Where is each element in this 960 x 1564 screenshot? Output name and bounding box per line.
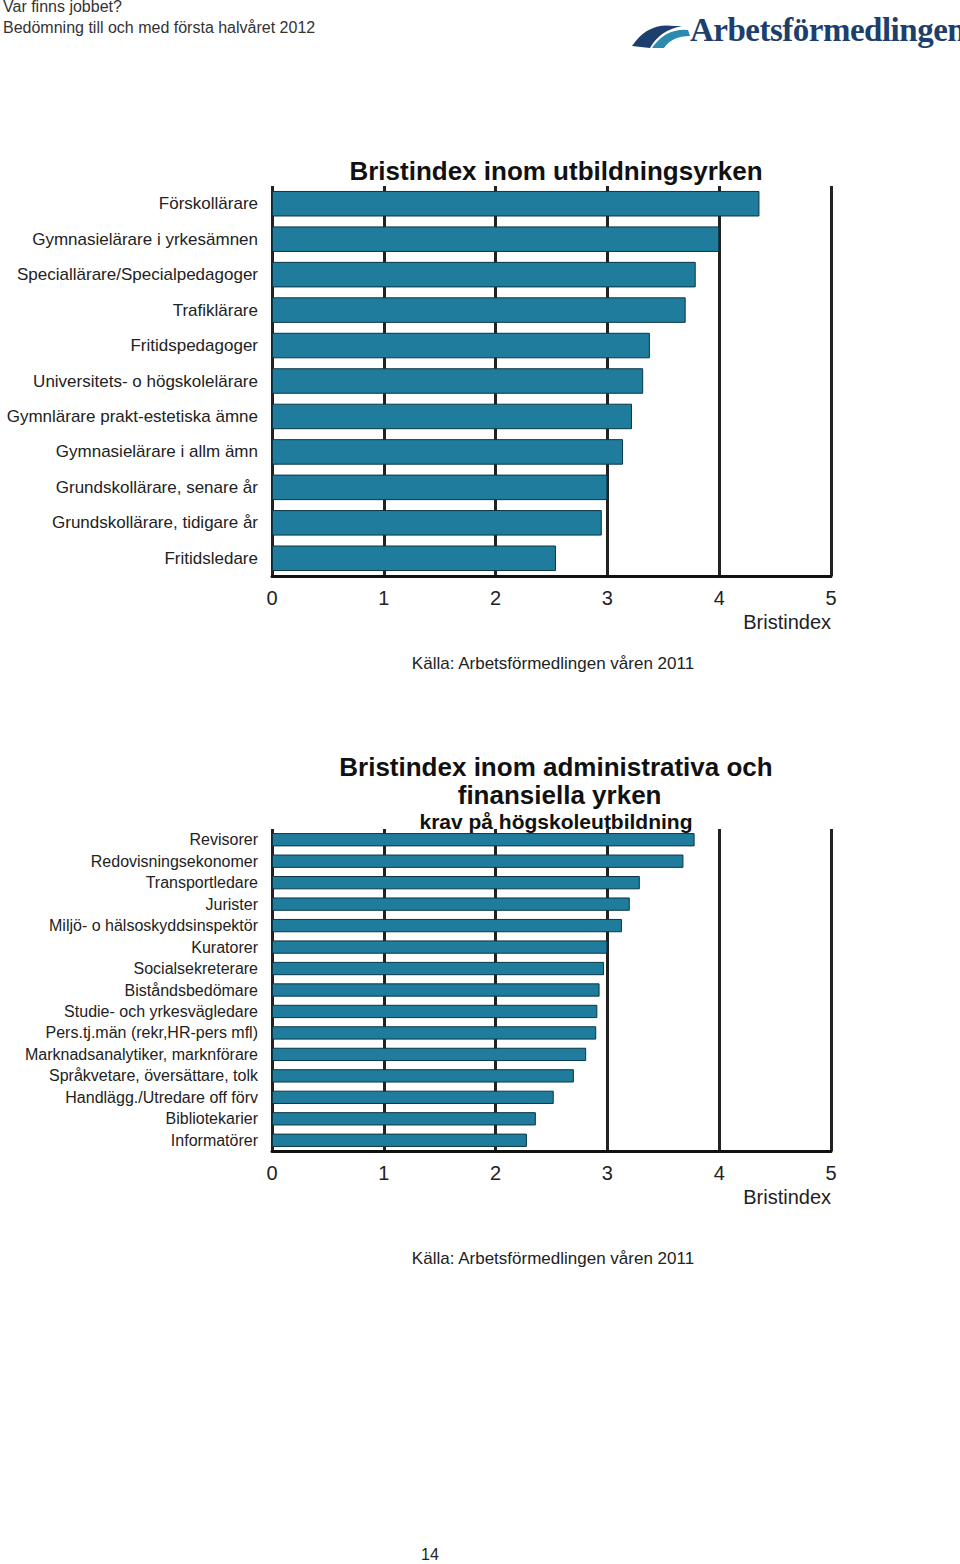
svg-text:Gymnasielärare i allm ämn: Gymnasielärare i allm ämn bbox=[56, 442, 258, 461]
svg-text:Bristindex: Bristindex bbox=[743, 1186, 831, 1208]
svg-text:Speciallärare/Specialpedagoger: Speciallärare/Specialpedagoger bbox=[17, 265, 258, 284]
svg-text:1: 1 bbox=[378, 587, 389, 609]
svg-text:5: 5 bbox=[825, 1162, 836, 1184]
svg-text:Gymnlärare prakt-estetiska ämn: Gymnlärare prakt-estetiska ämne bbox=[7, 407, 258, 426]
svg-text:Biståndsbedömare: Biståndsbedömare bbox=[125, 982, 259, 999]
svg-text:Bristindex: Bristindex bbox=[743, 611, 831, 633]
svg-text:0: 0 bbox=[266, 587, 277, 609]
svg-text:Gymnasielärare i yrkesämnen: Gymnasielärare i yrkesämnen bbox=[32, 230, 258, 249]
svg-text:Universitets- o högskolelärare: Universitets- o högskolelärare bbox=[33, 372, 258, 391]
svg-text:Pers.tj.män (rekr,HR-pers mfl): Pers.tj.män (rekr,HR-pers mfl) bbox=[46, 1024, 258, 1041]
svg-text:Bristindex inom administrativa: Bristindex inom administrativa och bbox=[339, 752, 772, 782]
svg-text:finansiella yrken: finansiella yrken bbox=[451, 780, 662, 810]
svg-text:3: 3 bbox=[602, 1162, 613, 1184]
svg-text:Bibliotekarier: Bibliotekarier bbox=[166, 1110, 259, 1127]
svg-text:Förskollärare: Förskollärare bbox=[159, 194, 258, 213]
svg-text:krav på högskoleutbildning: krav på högskoleutbildning bbox=[419, 810, 692, 833]
svg-text:Fritidspedagoger: Fritidspedagoger bbox=[130, 336, 258, 355]
svg-text:5: 5 bbox=[825, 587, 836, 609]
svg-text:Fritidsledare: Fritidsledare bbox=[164, 549, 258, 568]
html-text:14: 14 bbox=[421, 1546, 439, 1563]
html-text:Källa: Arbetsförmedlingen våre: Källa: Arbetsförmedlingen våren 2011 bbox=[411, 1249, 695, 1268]
svg-text:Handlägg./Utredare off förv: Handlägg./Utredare off förv bbox=[65, 1089, 258, 1106]
svg-text:Jurister: Jurister bbox=[206, 896, 259, 913]
svg-text:Bristindex inom utbildningsyrk: Bristindex inom utbildningsyrken bbox=[349, 156, 762, 186]
svg-text:2: 2 bbox=[490, 587, 501, 609]
svg-text:Marknadsanalytiker, marknförar: Marknadsanalytiker, marknförare bbox=[25, 1046, 258, 1063]
svg-text:0: 0 bbox=[266, 1162, 277, 1184]
svg-text:Miljö- o hälsoskyddsinspektör: Miljö- o hälsoskyddsinspektör bbox=[49, 917, 259, 934]
svg-text:Språkvetare, översättare, tolk: Språkvetare, översättare, tolk bbox=[49, 1067, 259, 1084]
svg-text:Kuratorer: Kuratorer bbox=[191, 939, 258, 956]
svg-text:Transportledare: Transportledare bbox=[146, 874, 258, 891]
svg-text:2: 2 bbox=[490, 1162, 501, 1184]
svg-text:Trafiklärare: Trafiklärare bbox=[173, 301, 258, 320]
svg-text:4: 4 bbox=[714, 587, 725, 609]
svg-text:Redovisningsekonomer: Redovisningsekonomer bbox=[91, 853, 259, 870]
svg-text:Grundskollärare, senare år: Grundskollärare, senare år bbox=[56, 478, 259, 497]
svg-text:Socialsekreterare: Socialsekreterare bbox=[134, 960, 259, 977]
svg-text:Grundskollärare, tidigare år: Grundskollärare, tidigare år bbox=[52, 513, 258, 532]
svg-text:Informatörer: Informatörer bbox=[171, 1132, 259, 1149]
svg-text:Revisorer: Revisorer bbox=[190, 831, 259, 848]
html-text:Bedömning till och med första: Bedömning till och med första halvåret 2… bbox=[3, 19, 316, 36]
svg-text:4: 4 bbox=[714, 1162, 725, 1184]
html-text:Källa: Arbetsförmedlingen våre: Källa: Arbetsförmedlingen våren 2011 bbox=[411, 654, 695, 673]
svg-text:1: 1 bbox=[378, 1162, 389, 1184]
svg-text:3: 3 bbox=[602, 587, 613, 609]
svg-text:Studie- och yrkesvägledare: Studie- och yrkesvägledare bbox=[64, 1003, 258, 1020]
